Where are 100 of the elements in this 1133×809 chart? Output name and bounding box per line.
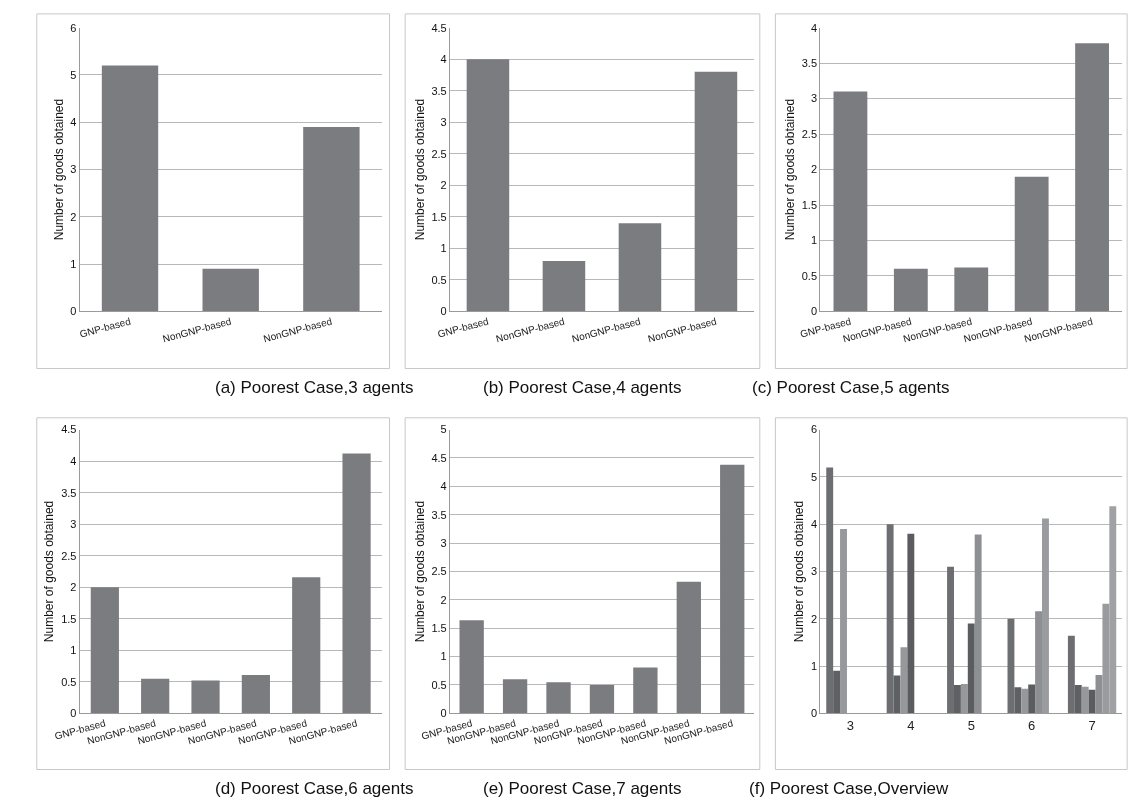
y-axis-title: Number of goods obtained [42,500,57,643]
text: (f) Poorest Case,Overview [749,779,950,798]
x-tick-label: 6 [1028,717,1036,733]
text: (b) Poorest Case,4 agents [483,378,682,397]
text: (e) Poorest Case,7 agents [483,779,682,798]
bar [826,467,834,714]
x-tick-label: 7 [1088,717,1096,733]
x-tick-label: 4 [907,717,915,733]
y-tick-label: 1 [810,234,818,247]
y-tick-label: 0 [70,305,77,318]
y-tick-label: 0 [810,305,818,318]
bar [241,674,270,714]
y-tick-label: 3 [810,92,818,105]
y-tick-label: 2 [810,163,818,176]
bar [1088,689,1096,714]
y-tick-label: 4.5 [431,21,447,34]
bar [459,620,484,714]
bar [886,524,894,714]
bar [833,91,868,312]
bar [90,587,119,714]
y-tick-label: 0 [810,707,818,720]
bar [967,623,975,714]
y-tick-label: 3.5 [431,508,447,521]
bar [546,682,571,714]
y-tick-label: 1.5 [801,198,818,211]
y-tick-label: 1 [440,242,447,255]
y-tick-label: 3 [810,565,818,578]
y-tick-label: 0 [440,305,447,318]
text: (c) Poorest Case,5 agents [752,378,950,397]
bar [1014,176,1049,312]
bar [833,670,841,714]
y-tick-label: 1 [70,257,77,270]
bar [303,126,360,312]
y-tick-label: 0 [70,707,77,720]
bar [1075,43,1109,312]
y-tick-label: 2 [440,179,447,192]
bar [953,684,961,714]
y-tick-label: 3.5 [61,486,77,499]
text: (a) Poorest Case,3 agents [215,378,414,397]
y-tick-label: 2.5 [61,549,77,562]
y-tick-label: 4 [440,480,447,493]
y-tick-label: 2.5 [431,565,447,578]
y-tick-label: 6 [810,423,818,436]
bar [1014,687,1022,714]
y-tick-label: 5 [440,423,447,436]
bar [720,464,745,714]
y-axis-title: Number of goods obtained [783,98,798,241]
bar [893,268,928,312]
bar [342,453,371,714]
y-axis-title: Number of goods obtained [51,98,66,241]
y-tick-label: 3 [70,163,77,176]
bar [954,267,989,312]
y-tick-label: 2 [70,210,77,223]
bar [466,59,510,312]
x-tick-label: 5 [967,717,975,733]
bar [191,680,220,714]
y-tick-label: 4 [70,116,77,129]
bar [292,577,321,714]
bar [907,533,915,714]
bar [1067,635,1075,714]
y-axis-title: Number of goods obtained [412,500,427,643]
y-axis-title: Number of goods obtained [792,500,807,643]
y-axis-title: Number of goods obtained [412,98,427,241]
bar [694,71,738,312]
y-tick-label: 4 [810,518,818,531]
y-tick-label: 2.5 [801,127,818,140]
bar [141,678,170,714]
y-tick-label: 3 [440,536,447,549]
y-tick-label: 4.5 [431,451,447,464]
bar [589,684,615,714]
x-tick-label: 3 [846,717,855,733]
y-tick-label: 0.5 [431,678,447,691]
y-tick-label: 1.5 [431,210,447,223]
bar [676,581,701,714]
bar [1028,684,1036,714]
y-tick-label: 1.5 [431,622,447,635]
y-tick-label: 4 [440,53,447,66]
bar [633,667,658,714]
bar [542,260,586,312]
y-tick-label: 2 [810,612,818,625]
bar [202,268,259,312]
y-tick-label: 1 [440,650,447,663]
y-tick-label: 0 [440,707,447,720]
y-tick-label: 1 [70,644,77,657]
y-tick-label: 1 [810,659,818,672]
text: (d) Poorest Case,6 agents [215,779,414,798]
y-tick-label: 5 [810,470,818,483]
y-tick-label: 4.5 [61,423,77,436]
y-tick-label: 0.5 [431,273,447,286]
bar [502,679,528,714]
bar [1007,618,1015,714]
y-tick-label: 4 [810,21,818,34]
y-tick-label: 3 [70,518,77,531]
y-tick-label: 0.5 [801,269,818,282]
y-tick-label: 6 [70,21,77,34]
bar [1074,684,1082,714]
y-tick-label: 2 [440,593,447,606]
y-tick-label: 3.5 [431,84,447,97]
bar [101,65,159,312]
y-tick-label: 1.5 [61,612,77,625]
